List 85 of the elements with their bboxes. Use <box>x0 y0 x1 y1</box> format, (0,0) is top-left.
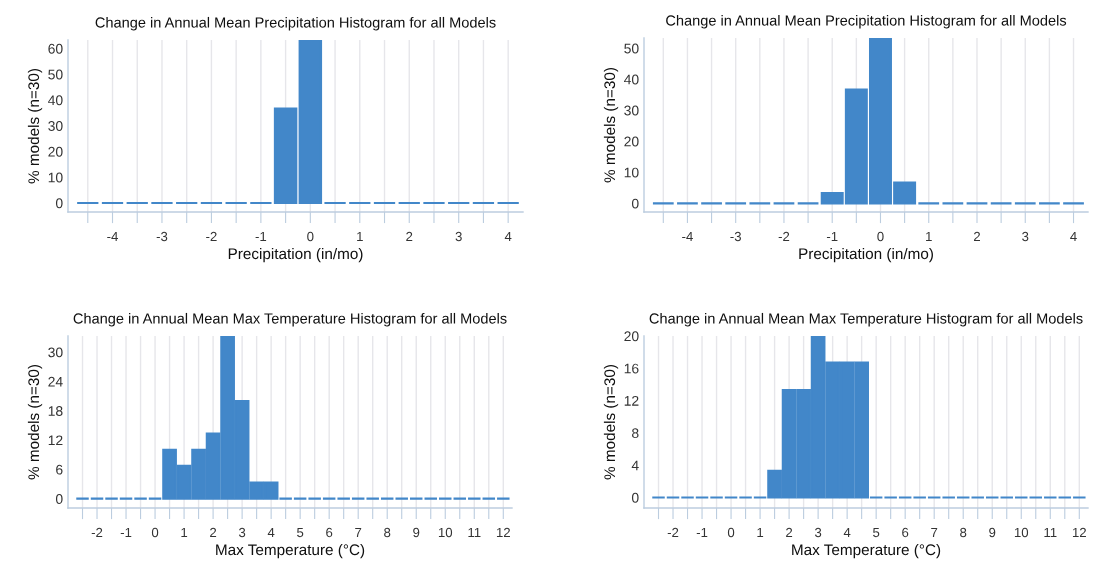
x-tick-label: 7 <box>355 527 362 538</box>
x-tick-label: 8 <box>960 527 967 538</box>
y-tick-label: 24 <box>48 376 63 387</box>
x-tick-label: -2 <box>667 527 679 538</box>
x-axis-title: Max Temperature (°C) <box>216 543 365 559</box>
x-tick-label: 7 <box>931 527 938 538</box>
x-tick-label: 0 <box>151 527 159 538</box>
x-tick-label: 3 <box>1022 231 1029 242</box>
x-tick-label: 3 <box>455 231 462 242</box>
x-axis-title: Max Temperature (°C) <box>792 543 941 559</box>
chart-title: Change in Annual Mean Max Temperature Histogram for all Models <box>649 312 1083 327</box>
x-tick-label: 2 <box>786 527 793 538</box>
x-tick-label: -3 <box>156 231 168 242</box>
x-tick-label: 3 <box>238 527 246 538</box>
y-tick-label: 10 <box>624 167 639 178</box>
x-axis-title: Precipitation (in/mo) <box>228 247 363 263</box>
y-tick-label: 40 <box>48 95 63 106</box>
x-tick-label: 1 <box>926 231 932 242</box>
x-tick-label: 9 <box>413 527 420 538</box>
y-tick-label: 30 <box>48 347 63 358</box>
x-axis-title: Precipitation (in/mo) <box>799 247 933 263</box>
x-tick-label: 2 <box>210 527 217 538</box>
y-tick-label: 20 <box>624 136 639 147</box>
y-axis-title: % models (n=30) <box>27 68 43 184</box>
y-tick-label: 50 <box>48 69 63 80</box>
x-tick-label: -3 <box>730 231 741 242</box>
x-tick-label: 12 <box>496 527 510 538</box>
y-tick-label: 0 <box>631 492 639 503</box>
y-axis-title: % models (n=30) <box>27 364 43 480</box>
x-tick-label: 6 <box>902 527 909 538</box>
x-tick-label: 5 <box>297 527 304 538</box>
x-tick-label: 11 <box>468 527 481 538</box>
x-tick-label: -2 <box>778 231 790 242</box>
x-tick-label: 5 <box>873 527 880 538</box>
x-tick-label: 11 <box>1044 527 1057 538</box>
y-tick-label: 10 <box>48 172 63 183</box>
x-tick-label: -4 <box>682 231 693 242</box>
y-axis-title: % models (n=30) <box>603 67 619 183</box>
x-tick-label: 0 <box>727 527 735 538</box>
x-tick-label: 2 <box>406 231 413 242</box>
x-tick-label: 8 <box>384 527 391 538</box>
x-tick-label: 6 <box>326 527 333 538</box>
x-tick-label: -1 <box>120 527 132 538</box>
y-tick-label: 0 <box>55 198 63 209</box>
x-tick-label: 0 <box>877 231 884 242</box>
x-tick-label: -1 <box>826 231 838 242</box>
y-tick-label: 20 <box>624 331 639 342</box>
x-tick-label: 1 <box>181 527 188 538</box>
y-tick-label: 50 <box>624 43 639 54</box>
y-tick-label: 30 <box>48 121 63 131</box>
y-tick-label: 4 <box>631 460 639 471</box>
y-tick-label: 0 <box>631 198 639 209</box>
chart-title: Change in Annual Mean Max Temperature Histogram for all Models <box>73 312 507 327</box>
x-tick-label: -2 <box>91 527 103 538</box>
x-tick-label: 4 <box>267 527 275 538</box>
y-tick-label: 6 <box>56 464 63 475</box>
x-tick-label: 4 <box>1070 231 1077 242</box>
x-tick-label: -1 <box>696 527 708 538</box>
y-axis-title: % models (n=30) <box>603 364 619 480</box>
y-tick-label: 18 <box>48 406 63 416</box>
x-tick-label: 10 <box>1014 527 1029 538</box>
y-tick-label: 16 <box>624 363 639 374</box>
x-tick-label: 9 <box>989 527 996 538</box>
x-tick-label: 3 <box>814 527 822 538</box>
x-tick-label: 1 <box>757 527 764 538</box>
x-tick-label: 1 <box>357 231 363 242</box>
x-tick-label: -4 <box>107 231 118 242</box>
y-tick-label: 60 <box>48 43 63 54</box>
x-tick-label: 0 <box>307 231 314 242</box>
chart-title: Change in Annual Mean Precipitation Histogram for all Models <box>666 14 1067 29</box>
y-tick-label: 30 <box>624 105 639 116</box>
y-tick-label: 40 <box>624 74 639 85</box>
chart-title: Change in Annual Mean Precipitation Histogram for all Models <box>95 16 496 31</box>
x-tick-label: -2 <box>206 231 217 242</box>
x-tick-label: 4 <box>843 527 851 538</box>
y-tick-label: 0 <box>55 494 63 504</box>
y-tick-label: 20 <box>48 146 63 157</box>
x-tick-label: -1 <box>255 231 267 242</box>
y-tick-label: 12 <box>624 395 639 406</box>
y-tick-label: 12 <box>48 435 63 446</box>
x-tick-label: 10 <box>438 527 453 538</box>
x-tick-label: 4 <box>504 231 512 242</box>
x-tick-label: 12 <box>1072 527 1086 538</box>
x-tick-label: 2 <box>974 231 981 242</box>
y-tick-label: 8 <box>632 428 639 439</box>
